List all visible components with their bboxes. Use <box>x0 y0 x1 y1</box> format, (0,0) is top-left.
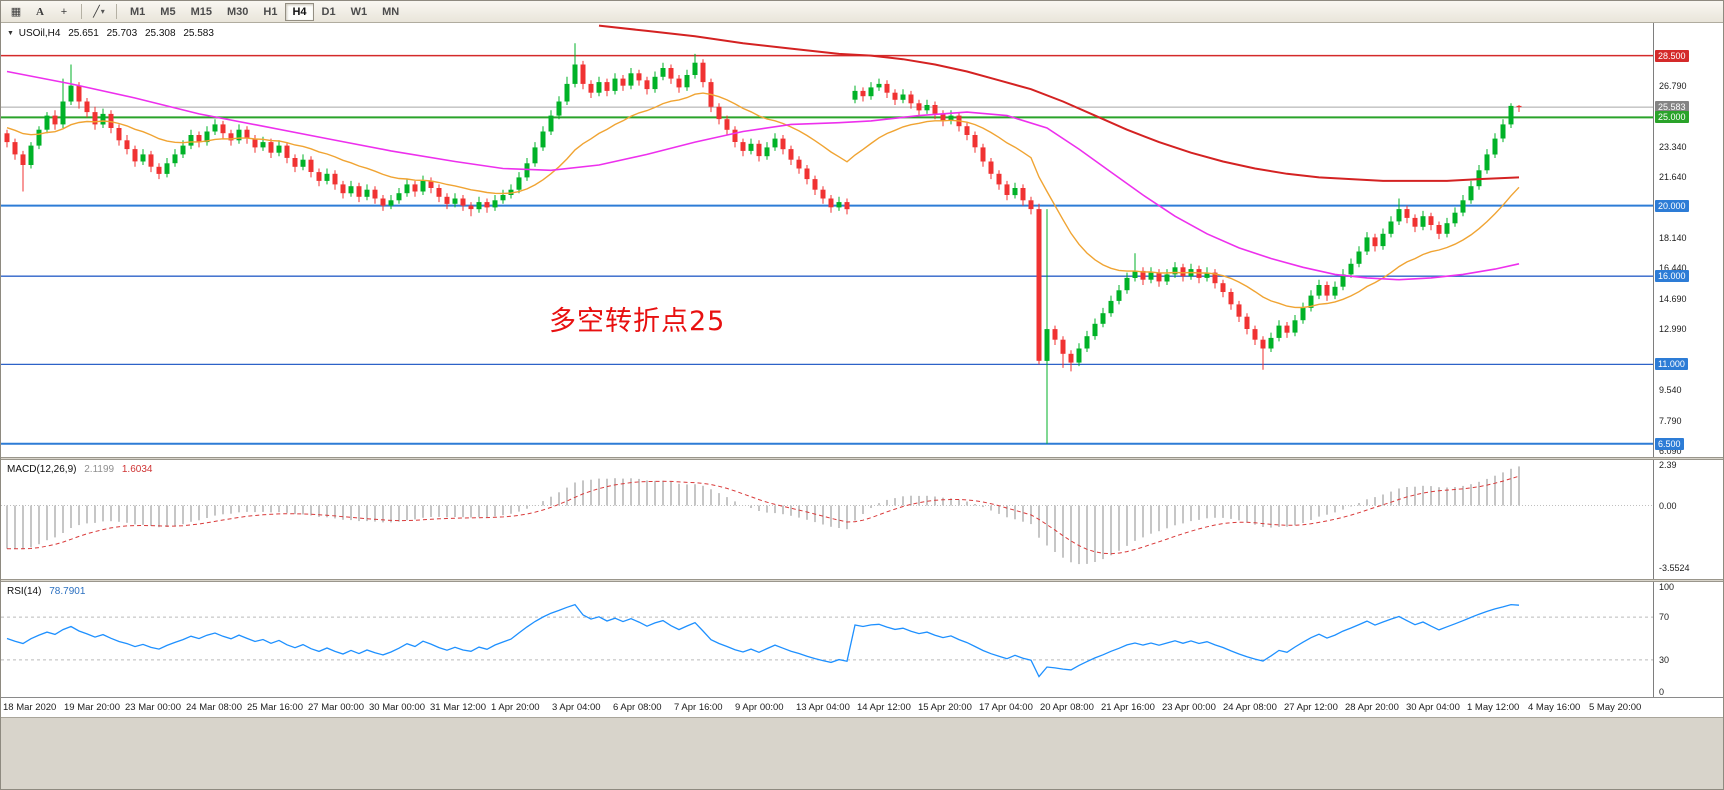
axis-tick-label: 9.540 <box>1659 385 1682 396</box>
axis-tick-label: 23.340 <box>1659 141 1687 152</box>
rsi-value: 78.7901 <box>49 586 86 597</box>
axis-tick-label: 21.640 <box>1659 171 1687 182</box>
price-axis[interactable]: 26.790 23.340 21.640 18.140 16.440 14.690 12.9… <box>1653 23 1723 457</box>
time-axis-label: 15 Apr 20:00 <box>918 702 972 713</box>
time-axis-label: 20 Apr 08:00 <box>1040 702 1094 713</box>
time-axis-label: 31 Mar 12:00 <box>430 702 486 713</box>
time-axis-label: 27 Apr 12:00 <box>1284 702 1338 713</box>
macd-chart[interactable] <box>1 460 1653 579</box>
dropdown-caret-icon[interactable]: ▾ <box>100 7 105 16</box>
timeframe-button-m5[interactable]: M5 <box>160 5 176 18</box>
trendline-icon: ╱ <box>93 6 100 18</box>
macd-main-value: 2.1199 <box>84 464 115 475</box>
axis-tick-label: 30 <box>1659 654 1670 665</box>
timeframe-button-w1[interactable]: W1 <box>350 5 368 18</box>
chart-ohlc-header: ▼ USOil,H4 25.651 25.703 25.308 25.583 <box>7 28 216 39</box>
axis-tick-label: 0 <box>1659 687 1665 697</box>
close-value: 25.583 <box>183 28 214 39</box>
time-axis-label: 28 Apr 20:00 <box>1345 702 1399 713</box>
axis-tick-label: 6.090 <box>1659 446 1682 456</box>
macd-signal-value: 1.6034 <box>121 464 153 475</box>
time-axis-label: 17 Apr 04:00 <box>979 702 1033 713</box>
trendline-tool-button[interactable]: ╱ ▾ <box>88 3 110 21</box>
toolbar-separator <box>81 4 82 19</box>
pane-divider[interactable] <box>1 579 1723 582</box>
time-axis-label: 9 Apr 00:00 <box>735 702 784 713</box>
macd-axis[interactable]: 2.39 0.00 -3.5524 <box>1653 460 1723 579</box>
axis-tick-label: 12.990 <box>1659 324 1687 335</box>
time-axis-label: 7 Apr 16:00 <box>674 702 723 713</box>
timeframe-button-m15[interactable]: M15 <box>190 5 212 18</box>
high-value: 25.703 <box>106 28 138 39</box>
time-axis-label: 3 Apr 04:00 <box>552 702 601 713</box>
timeframe-button-h1[interactable]: H1 <box>263 5 278 18</box>
time-axis-label: 21 Apr 16:00 <box>1101 702 1155 713</box>
price-level-label: 25.583 <box>1655 101 1689 114</box>
price-level-label: 6.500 <box>1655 437 1684 450</box>
axis-tick-label: 2.39 <box>1659 460 1677 470</box>
timeframe-button-mn[interactable]: MN <box>382 5 400 18</box>
time-axis-label: 19 Mar 20:00 <box>64 702 120 713</box>
time-axis-label: 18 Mar 2020 <box>3 702 57 713</box>
toolbar: ▦ A + ╱ ▾ M1 M5 M15 M30 H1 H4 D1 W1 MN <box>1 1 1723 23</box>
axis-tick-label: 100 <box>1659 582 1675 592</box>
time-axis-label: 23 Mar 00:00 <box>125 702 181 713</box>
time-axis-label: 24 Mar 08:00 <box>186 702 242 713</box>
low-value: 25.308 <box>144 28 176 39</box>
time-axis-label: 24 Apr 08:00 <box>1223 702 1277 713</box>
open-value: 25.651 <box>68 28 99 39</box>
rsi-label: RSI(14) 78.7901 <box>7 586 90 597</box>
time-axis-label: 5 May 20:00 <box>1589 702 1642 713</box>
rsi-chart[interactable] <box>1 582 1653 697</box>
chart-annotation-text[interactable]: 多空转折点25 <box>549 306 726 337</box>
time-axis-label: 4 May 16:00 <box>1528 702 1581 713</box>
macd-pane[interactable]: MACD(12,26,9) 2.1199 1.6034 2.39 0.00 -3.5… <box>1 460 1723 579</box>
toolbar-separator <box>116 4 117 19</box>
price-chart-pane[interactable]: ▼ USOil,H4 25.651 25.703 25.308 25.583 多… <box>1 23 1723 457</box>
timeframe-button-d1[interactable]: D1 <box>321 5 336 18</box>
collapse-arrow-icon[interactable]: ▼ <box>7 30 14 37</box>
axis-tick-label: 70 <box>1659 612 1670 623</box>
axis-tick-label: 26.790 <box>1659 80 1687 91</box>
time-axis-label: 30 Mar 00:00 <box>369 702 425 713</box>
axis-tick-label: 18.140 <box>1659 233 1687 244</box>
macd-name: MACD(12,26,9) <box>7 464 77 475</box>
timeframe-button-m30[interactable]: M30 <box>226 5 249 18</box>
time-axis-label: 13 Apr 04:00 <box>796 702 850 713</box>
price-level-label: 25.000 <box>1655 111 1689 124</box>
time-axis-label: 27 Mar 00:00 <box>308 702 364 713</box>
time-axis-label: 1 May 12:00 <box>1467 702 1520 713</box>
axis-tick-label: 0.00 <box>1659 500 1677 511</box>
time-axis[interactable]: 18 Mar 2020 19 Mar 20:00 23 Mar 00:00 24 Ma… <box>1 697 1723 717</box>
time-axis-label: 14 Apr 12:00 <box>857 702 911 713</box>
cursor-tool-icon[interactable]: A <box>36 5 44 18</box>
window-footer <box>1 717 1723 789</box>
timeframe-button-h4[interactable]: H4 <box>285 2 314 21</box>
timeframe-buttons: M1 M5 M15 M30 H1 H4 D1 W1 MN <box>123 2 406 21</box>
axis-tick-label: -3.5524 <box>1659 562 1690 573</box>
price-level-label: 11.000 <box>1655 358 1688 371</box>
pane-divider[interactable] <box>1 457 1723 460</box>
rsi-axis[interactable]: 100 70 30 0 <box>1653 582 1723 697</box>
price-level-label: 28.500 <box>1655 49 1689 62</box>
axis-tick-label: 7.790 <box>1659 416 1682 426</box>
time-axis-label: 6 Apr 08:00 <box>613 702 662 713</box>
time-axis-label: 30 Apr 04:00 <box>1406 702 1460 713</box>
candlestick-chart[interactable] <box>1 23 1653 457</box>
timeframe-button-m1[interactable]: M1 <box>130 5 146 18</box>
symbol-period-label: USOil,H4 <box>18 28 61 39</box>
time-axis-label: 25 Mar 16:00 <box>247 702 303 713</box>
price-level-label: 20.000 <box>1655 199 1689 212</box>
crosshair-icon[interactable]: + <box>60 5 68 18</box>
chart-type-icon[interactable]: ▦ <box>10 6 22 18</box>
rsi-name: RSI(14) <box>7 586 42 597</box>
axis-tick-label: 14.690 <box>1659 294 1687 305</box>
rsi-pane[interactable]: RSI(14) 78.7901 100 70 30 0 <box>1 582 1723 697</box>
price-level-label: 16.000 <box>1655 270 1689 283</box>
macd-label: MACD(12,26,9) 2.1199 1.6034 <box>7 464 157 475</box>
time-axis-label: 1 Apr 20:00 <box>491 702 540 713</box>
axis-tick-label: 16.440 <box>1659 263 1687 274</box>
time-axis-label: 23 Apr 00:00 <box>1162 702 1216 713</box>
